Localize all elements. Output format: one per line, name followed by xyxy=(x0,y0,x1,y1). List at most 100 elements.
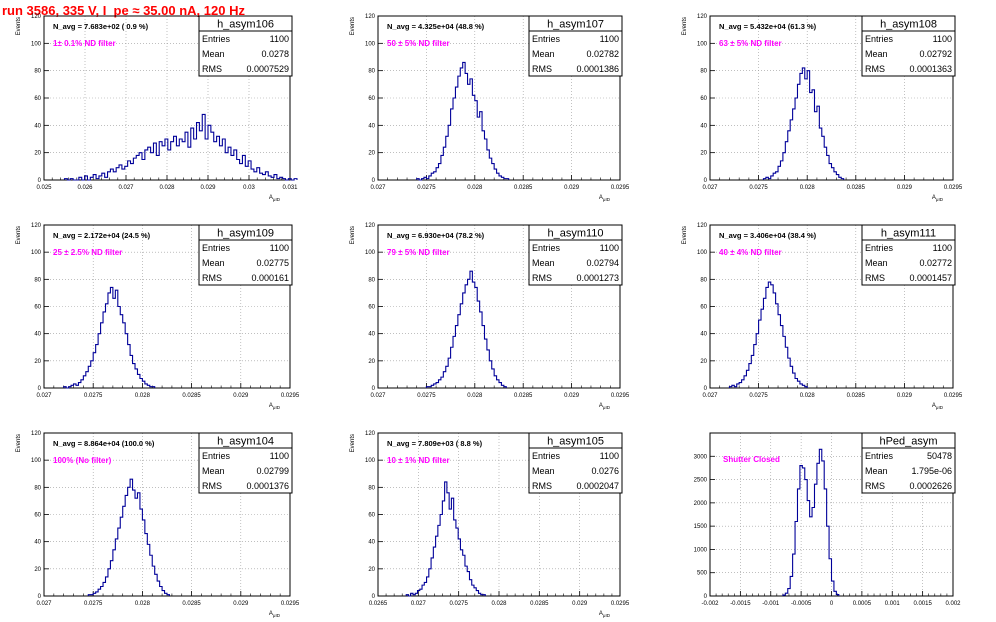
y-tick-label: 40 xyxy=(700,332,707,338)
y-tick-label: 60 xyxy=(368,305,375,311)
y-tick-label: 1000 xyxy=(694,547,708,553)
x-tick-label: 0.0275 xyxy=(84,601,103,607)
stats-value: 1.795e-06 xyxy=(911,466,952,476)
navg-label: N_avg = 2.172e+04 (24.5 %) xyxy=(53,231,151,240)
stats-key: Mean xyxy=(202,49,225,59)
y-tick-label: 20 xyxy=(700,151,707,157)
stats-key: RMS xyxy=(865,64,885,74)
stats-box xyxy=(528,30,623,77)
stats-value: 1100 xyxy=(600,451,619,461)
y-tick-label: 60 xyxy=(368,96,375,102)
histogram-panel-h_asym106: 0.025 0.026 0.027 0.028 0.029 0.03 0.031 0 20 40 6… xyxy=(16,14,298,202)
x-tick-label: 0.027 xyxy=(36,601,52,607)
x-tick-label: 0.028 xyxy=(467,393,483,399)
hist-title: h_asym111 xyxy=(881,228,936,240)
stats-box xyxy=(528,239,623,286)
y-tick-label: 500 xyxy=(697,571,708,577)
stats-box xyxy=(861,30,956,77)
x-axis-label: AμID xyxy=(599,403,611,410)
filter-annotation: 79 ± 5% ND filter xyxy=(387,248,450,257)
stats-key: Entries xyxy=(202,243,231,253)
x-tick-label: 0.0295 xyxy=(611,185,630,191)
stats-box xyxy=(198,30,293,77)
y-tick-label: 120 xyxy=(31,14,42,20)
stats-key: Entries xyxy=(202,451,231,461)
y-tick-label: 0 xyxy=(372,594,376,600)
x-tick-label: 0.0285 xyxy=(847,393,866,399)
y-axis-label: Events xyxy=(16,434,22,452)
x-tick-label: 0.0275 xyxy=(449,601,468,607)
stats-key: Mean xyxy=(532,466,555,476)
y-tick-label: 80 xyxy=(368,69,375,75)
y-axis-label: Events xyxy=(682,226,688,244)
histogram-panel-h_asym109: 0.027 0.0275 0.028 0.0285 0.029 0.0295 0 20 40 60… xyxy=(16,223,300,410)
stats-key: RMS xyxy=(202,481,222,491)
hist-title: h_asym109 xyxy=(217,228,274,240)
x-axis-label: AμID xyxy=(932,403,944,410)
stats-value: 0.02772 xyxy=(919,258,952,268)
stats-value: 0.0001376 xyxy=(246,481,289,491)
y-tick-label: 120 xyxy=(365,431,376,437)
y-tick-label: 20 xyxy=(34,567,41,573)
x-tick-label: 0.0295 xyxy=(611,601,630,607)
x-axis-label: AμID xyxy=(932,195,944,202)
x-tick-label: 0.027 xyxy=(702,393,718,399)
filter-annotation: 40 ± 4% ND filter xyxy=(719,248,782,257)
y-tick-label: 40 xyxy=(368,123,375,129)
stats-value: 1100 xyxy=(270,34,289,44)
stats-box xyxy=(861,447,956,494)
y-tick-label: 40 xyxy=(700,123,707,129)
x-tick-label: 0.0285 xyxy=(182,601,201,607)
x-tick-label: -0.0015 xyxy=(730,601,751,607)
stats-key: Entries xyxy=(865,451,894,461)
y-tick-label: 60 xyxy=(34,96,41,102)
stats-key: Entries xyxy=(865,34,894,44)
histogram-series xyxy=(782,448,840,596)
x-tick-label: 0.029 xyxy=(897,393,913,399)
stats-key: Mean xyxy=(202,466,225,476)
filter-annotation: 50 ± 5% ND filter xyxy=(387,39,450,48)
y-tick-label: 100 xyxy=(31,458,42,464)
stats-key: RMS xyxy=(865,481,885,491)
x-tick-label: 0.031 xyxy=(282,185,298,191)
stats-box xyxy=(198,447,293,494)
histogram-series xyxy=(416,61,510,181)
stats-value: 0.0276 xyxy=(591,466,619,476)
x-tick-label: 0.0285 xyxy=(514,393,533,399)
x-tick-label: 0.027 xyxy=(702,185,718,191)
y-tick-label: 40 xyxy=(34,332,41,338)
y-tick-label: 20 xyxy=(700,359,707,365)
y-tick-label: 80 xyxy=(368,277,375,283)
y-tick-label: 80 xyxy=(34,69,41,75)
y-tick-label: 20 xyxy=(368,359,375,365)
x-tick-label: 0.028 xyxy=(159,185,175,191)
stats-key: RMS xyxy=(532,64,552,74)
y-tick-label: 40 xyxy=(34,123,41,129)
x-tick-label: 0.029 xyxy=(897,185,913,191)
hist-title: hPed_asym xyxy=(879,436,937,448)
filter-annotation: Shutter Closed xyxy=(723,455,780,464)
x-tick-label: 0.0285 xyxy=(530,601,549,607)
x-tick-label: 0.027 xyxy=(370,185,386,191)
y-axis-label: Events xyxy=(350,226,356,244)
navg-label: N_avg = 5.432e+04 (61.3 %) xyxy=(719,22,817,31)
stats-value: 0.0001457 xyxy=(909,273,952,283)
stats-key: Entries xyxy=(865,243,894,253)
y-tick-label: 0 xyxy=(704,594,708,600)
stats-key: Entries xyxy=(532,451,561,461)
hist-title: h_asym106 xyxy=(217,19,274,31)
x-tick-label: 0.0275 xyxy=(749,185,768,191)
y-tick-label: 80 xyxy=(34,277,41,283)
y-tick-label: 20 xyxy=(368,151,375,157)
stats-value: 0.02799 xyxy=(256,466,289,476)
x-tick-label: 0.029 xyxy=(564,393,580,399)
stats-value: 0.02792 xyxy=(919,49,952,59)
stats-value: 0.02794 xyxy=(586,258,619,268)
histogram-series xyxy=(425,270,507,388)
histogram-panel-h_asym105: 0.0265 0.027 0.0275 0.028 0.0285 0.029 0.0295 0… xyxy=(350,431,630,618)
histogram-series xyxy=(728,281,808,388)
histogram-series xyxy=(63,286,156,389)
stats-value: 0.0278 xyxy=(261,49,289,59)
stats-key: Mean xyxy=(532,258,555,268)
